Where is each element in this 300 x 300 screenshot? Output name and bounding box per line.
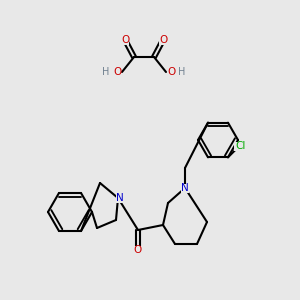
Bar (102, 68, 110, 76)
Bar (234, 142, 248, 151)
Bar (159, 35, 167, 44)
Bar (121, 35, 129, 44)
Bar (134, 245, 142, 254)
Text: H: H (102, 67, 110, 77)
Bar (178, 68, 186, 76)
Text: O: O (134, 245, 142, 255)
Text: Cl: Cl (236, 141, 246, 151)
Bar (181, 184, 189, 193)
Text: O: O (121, 35, 129, 45)
Bar (116, 194, 124, 202)
Text: N: N (181, 183, 189, 193)
Text: O: O (167, 67, 175, 77)
Text: N: N (116, 193, 124, 203)
Text: O: O (159, 35, 167, 45)
Text: H: H (178, 67, 186, 77)
Bar (167, 68, 175, 76)
Text: O: O (113, 67, 121, 77)
Bar (113, 68, 121, 76)
